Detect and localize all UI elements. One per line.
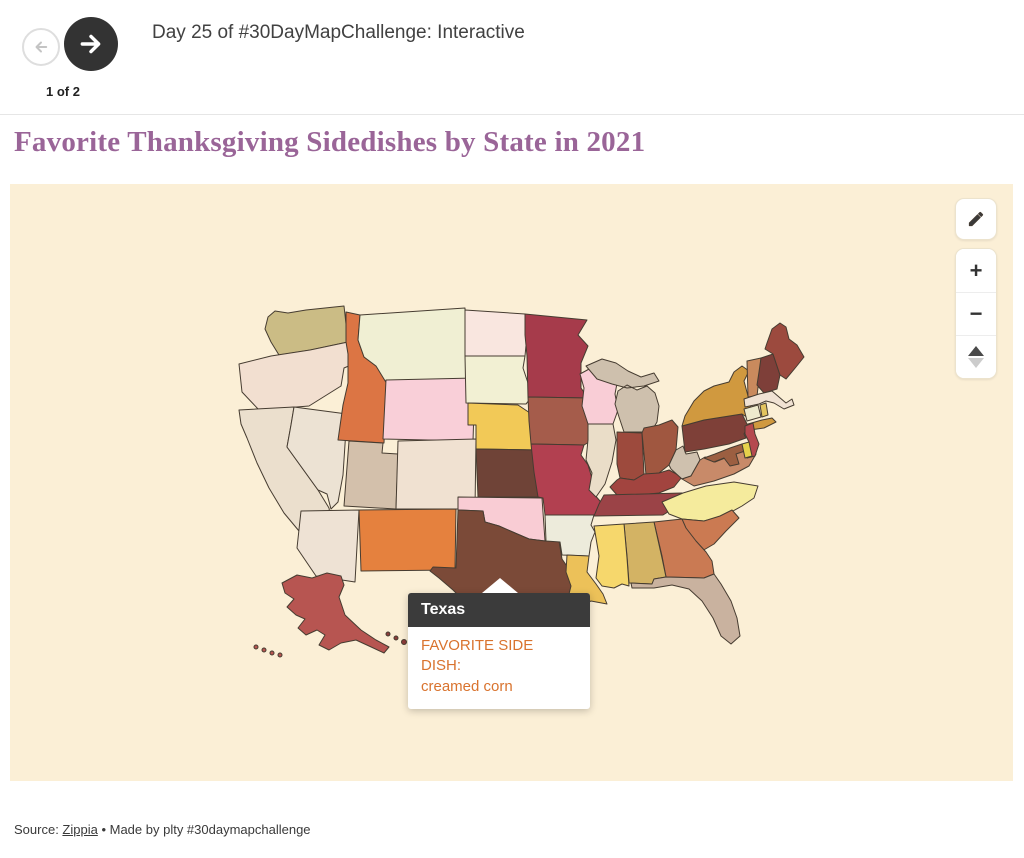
arrow-right-icon <box>80 34 101 54</box>
embed-title: Day 25 of #30DayMapChallenge: Interactiv… <box>152 22 525 43</box>
state-MS[interactable]: Mississippi <box>593 523 630 589</box>
state-NV[interactable]: Nevada <box>286 406 348 510</box>
header: Day 25 of #30DayMapChallenge: Interactiv… <box>0 0 1024 115</box>
state-DE[interactable]: Delaware <box>741 441 753 459</box>
tooltip-state-name: Texas <box>408 593 590 627</box>
state-MI[interactable]: Michigan <box>585 358 660 433</box>
state-CT[interactable]: Connecticut <box>743 404 762 422</box>
state-RI[interactable]: Rhode Island <box>759 402 769 418</box>
source-prefix: Source: <box>14 822 63 837</box>
source-line: Source: Zippia • Made by plty #30daymapc… <box>14 822 311 837</box>
state-FL[interactable]: Florida <box>630 573 741 645</box>
state-ND[interactable]: North Dakota <box>464 309 528 357</box>
previous-button[interactable] <box>22 28 60 66</box>
state-UT[interactable]: Utah <box>343 440 399 510</box>
zoom-out-button[interactable]: − <box>956 292 996 335</box>
state-VT[interactable]: Vermont <box>746 357 762 398</box>
arrow-left-icon <box>35 41 48 53</box>
map-zoom-controls: + − <box>955 248 997 379</box>
pencil-icon <box>968 211 984 227</box>
pitch-icon <box>968 346 984 368</box>
state-SD[interactable]: South Dakota <box>464 355 532 405</box>
pitch-toggle-button[interactable] <box>956 335 996 378</box>
state-AK[interactable]: Alaska <box>253 572 390 658</box>
next-button[interactable] <box>64 17 118 71</box>
tooltip-label: FAVORITE SIDE DISH: <box>421 637 534 675</box>
state-MD[interactable]: Maryland <box>703 443 746 467</box>
zoom-in-button[interactable]: + <box>956 249 996 292</box>
state-MA[interactable]: Massachusetts <box>743 390 795 410</box>
state-ME[interactable]: Maine <box>764 322 805 380</box>
source-suffix: • Made by plty #30daymapchallenge <box>97 822 311 837</box>
map-canvas[interactable]: Washington Oregon California Nevada Idah… <box>10 184 1013 781</box>
state-AZ[interactable]: Arizona <box>296 509 360 583</box>
state-IL[interactable]: Illinois <box>585 423 617 498</box>
state-MN[interactable]: Minnesota <box>524 313 589 399</box>
tooltip-body: FAVORITE SIDE DISH: creamed corn <box>408 627 590 709</box>
state-OR[interactable]: Oregon <box>238 341 352 411</box>
page-title: Favorite Thanksgiving Sidedishes by Stat… <box>14 126 646 158</box>
map-tooltip: Texas FAVORITE SIDE DISH: creamed corn <box>408 578 590 709</box>
pagination-label: 1 of 2 <box>46 84 80 99</box>
edit-map-button[interactable] <box>955 198 997 240</box>
tooltip-value: creamed corn <box>421 677 513 695</box>
state-WY[interactable]: Wyoming <box>382 377 476 442</box>
state-AR[interactable]: Arkansas <box>544 514 596 557</box>
state-NM[interactable]: New Mexico <box>358 508 457 572</box>
state-NC[interactable]: North Carolina <box>661 481 759 522</box>
state-IN[interactable]: Indiana <box>616 431 645 481</box>
source-link[interactable]: Zippia <box>62 822 98 837</box>
state-NE[interactable]: Nebraska <box>467 402 539 451</box>
